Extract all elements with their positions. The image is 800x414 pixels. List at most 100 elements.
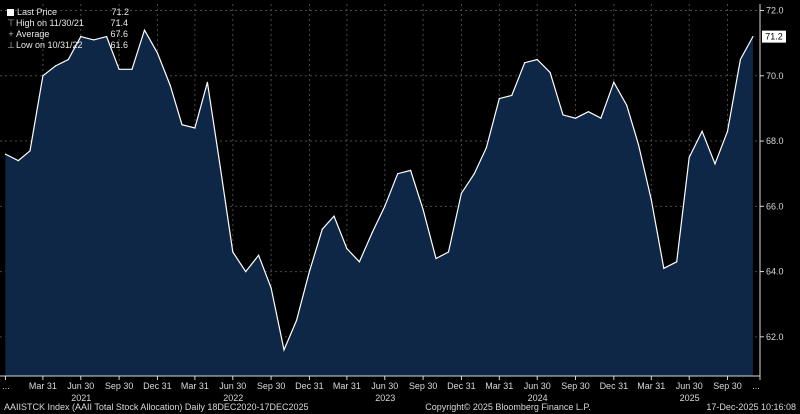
data-point xyxy=(4,153,6,155)
x-tick-label: Dec 31 xyxy=(600,381,629,391)
legend-value: 61.6 xyxy=(110,40,128,50)
x-tick-label: Dec 31 xyxy=(143,381,172,391)
y-tick-label: 68.0 xyxy=(766,136,784,146)
y-tick-label: 70.0 xyxy=(766,71,784,81)
data-point xyxy=(67,58,69,61)
y-axis: 62.0 64.0 66.0 68.0 70.0 72.0 xyxy=(759,4,784,376)
x-axis: ... Mar 31 Jun 30 Sep 30 Dec 31 Mar 31 Jun 30 S… xyxy=(0,375,761,403)
x-tick-label: Jun 30 xyxy=(371,381,398,391)
x-tick-label: Dec 31 xyxy=(295,381,324,391)
high-icon: ⊤ xyxy=(7,18,15,28)
data-point xyxy=(701,130,703,132)
year-label: 2025 xyxy=(680,393,700,403)
data-point xyxy=(17,160,19,162)
data-point xyxy=(600,117,602,119)
data-point xyxy=(219,166,221,168)
data-point xyxy=(295,319,298,322)
data-point xyxy=(410,169,412,171)
data-point xyxy=(752,36,754,38)
series-area xyxy=(5,30,753,376)
data-point xyxy=(650,199,652,201)
data-point xyxy=(714,163,716,165)
data-point xyxy=(574,117,577,119)
data-point xyxy=(613,81,615,83)
y-tick-label: 64.0 xyxy=(766,267,784,277)
data-point xyxy=(156,52,158,54)
data-point xyxy=(245,271,247,273)
x-tick-label: Jun 30 xyxy=(524,381,551,391)
data-point xyxy=(626,104,628,106)
data-point xyxy=(258,254,260,256)
last-price-badge xyxy=(762,30,786,43)
data-point xyxy=(637,143,640,145)
last-price-swatch-icon xyxy=(7,9,14,16)
data-point xyxy=(93,39,95,41)
year-label: 2022 xyxy=(223,393,243,403)
year-label: 2024 xyxy=(528,393,548,403)
data-point xyxy=(194,127,196,129)
data-point xyxy=(422,209,424,211)
x-tick-label: Jun 30 xyxy=(219,381,246,391)
x-tick-label: Mar 31 xyxy=(29,381,57,391)
x-tick-label: Sep 30 xyxy=(409,381,438,391)
x-tick-label: Sep 30 xyxy=(713,381,742,391)
year-label: 2021 xyxy=(71,393,91,403)
x-tick-label: ... xyxy=(752,381,760,391)
data-point xyxy=(54,65,57,67)
data-point xyxy=(524,62,526,64)
x-tick-label: Mar 31 xyxy=(181,381,209,391)
data-point xyxy=(473,173,475,175)
data-point xyxy=(384,205,386,207)
data-point xyxy=(270,287,272,289)
data-point xyxy=(549,71,551,74)
data-point xyxy=(232,251,234,253)
data-point xyxy=(511,94,513,96)
data-point xyxy=(206,81,208,83)
low-icon: ⊥ xyxy=(7,40,15,50)
x-tick-label: Dec 31 xyxy=(447,381,476,391)
footer-copyright: Copyright© 2025 Bloomberg Finance L.P. xyxy=(425,402,591,412)
y-tick-label: 62.0 xyxy=(766,332,784,342)
legend-label: Average xyxy=(16,29,50,39)
data-point xyxy=(562,114,564,116)
y-tick-label: 66.0 xyxy=(766,201,784,211)
legend-value: 71.2 xyxy=(111,7,129,17)
data-point xyxy=(308,271,310,273)
data-point xyxy=(358,261,360,263)
legend-item-last-price: Last Price 71.2 xyxy=(6,7,129,18)
data-point xyxy=(42,75,44,77)
legend: Last Price 71.2 ⊤ High on 11/30/21 71.4 … xyxy=(6,7,129,51)
footer: AAIISTCK Index (AAII Total Stock Allocat… xyxy=(4,402,796,412)
data-point xyxy=(397,173,399,175)
x-tick-label: Jun 30 xyxy=(67,381,94,391)
data-point xyxy=(80,36,82,38)
y-tick-label: 72.0 xyxy=(766,6,784,16)
data-point xyxy=(485,147,487,149)
area-series xyxy=(4,28,754,376)
data-point xyxy=(346,248,348,250)
legend-item-low: ⊥ Low on 10/31/22 61.6 xyxy=(6,40,129,51)
data-point xyxy=(106,36,108,38)
last-price-badge-text: 71.2 xyxy=(765,32,783,42)
data-point xyxy=(536,58,538,61)
x-tick-label: Jun 30 xyxy=(676,381,703,391)
data-point xyxy=(739,58,742,61)
data-point xyxy=(435,257,437,260)
data-point xyxy=(118,68,120,70)
x-tick-label: Mar 31 xyxy=(485,381,513,391)
x-tick-label: Sep 30 xyxy=(105,381,134,391)
legend-label: Last Price xyxy=(17,7,58,17)
data-point xyxy=(169,85,171,87)
data-point xyxy=(726,130,729,132)
data-point xyxy=(498,98,500,100)
legend-label: Low on 10/31/22 xyxy=(16,40,83,50)
data-point xyxy=(283,349,285,351)
x-tick-label: Sep 30 xyxy=(257,381,286,391)
data-point xyxy=(663,267,665,269)
data-point xyxy=(333,215,335,217)
data-point xyxy=(131,68,133,70)
average-icon: + xyxy=(8,29,14,39)
data-point xyxy=(676,261,678,263)
legend-item-average: + Average 67.6 xyxy=(6,29,129,40)
